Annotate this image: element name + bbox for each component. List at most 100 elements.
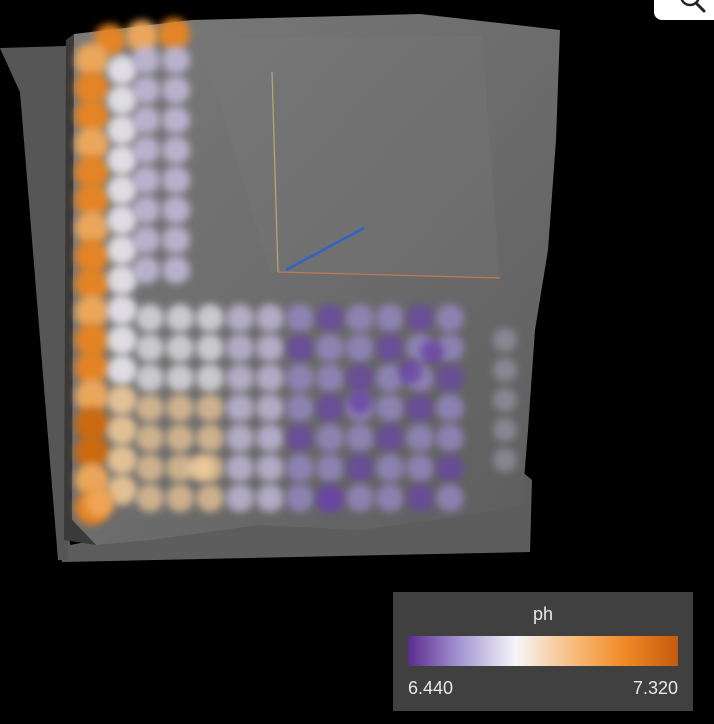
heat-blob [107, 205, 137, 235]
heat-blob [436, 304, 464, 332]
heat-blob [286, 424, 314, 452]
heat-blob [136, 454, 164, 482]
heat-blob [436, 484, 464, 512]
heat-blob [436, 424, 464, 452]
heat-blob [107, 325, 137, 355]
heat-blob [166, 334, 194, 362]
heat-blob [75, 155, 109, 189]
heat-blob [436, 364, 464, 392]
heat-blob [286, 394, 314, 422]
heat-blob [318, 488, 342, 512]
heat-blob [346, 334, 374, 362]
base-plane-left [0, 46, 68, 560]
heat-blob [346, 454, 374, 482]
heat-blob [348, 390, 372, 414]
heat-blob [75, 379, 109, 413]
heat-blob [226, 304, 254, 332]
heat-blob [436, 394, 464, 422]
heat-blob [107, 55, 137, 85]
heat-blob [316, 304, 344, 332]
heat-blob [316, 424, 344, 452]
heat-blob [376, 484, 404, 512]
heat-blob [75, 99, 109, 133]
heat-blob [286, 484, 314, 512]
heat-blob [107, 415, 137, 445]
heat-blob [256, 394, 284, 422]
heat-blob [286, 334, 314, 362]
magnifier-icon [680, 0, 706, 13]
reference-plane [200, 36, 500, 278]
heat-blob [226, 334, 254, 362]
legend-gradient-bar [408, 636, 678, 666]
heat-blob [316, 454, 344, 482]
heat-blob [346, 364, 374, 392]
heat-blob [107, 385, 137, 415]
heat-blob [132, 256, 160, 284]
heat-blob [162, 256, 190, 284]
heat-blob [107, 475, 137, 505]
heat-blob [136, 304, 164, 332]
heat-blob [136, 334, 164, 362]
heat-blob [126, 20, 158, 52]
heat-blob [107, 355, 137, 385]
heat-blob [346, 424, 374, 452]
heat-blob [107, 265, 137, 295]
axis-x-line [277, 271, 501, 279]
heat-blob [132, 46, 160, 74]
heat-blob [75, 435, 109, 469]
heat-blob [136, 394, 164, 422]
heat-blob [162, 136, 190, 164]
heat-blob [226, 424, 254, 452]
heat-blob [286, 364, 314, 392]
heat-blob [107, 115, 137, 145]
heat-blob [196, 394, 224, 422]
heat-blob [493, 358, 517, 382]
heat-blob [286, 454, 314, 482]
heat-blob [132, 226, 160, 254]
heat-blob [162, 196, 190, 224]
heat-blob [256, 484, 284, 512]
heat-blob [162, 46, 190, 74]
heat-blob [162, 106, 190, 134]
heat-blob [166, 304, 194, 332]
ph-heatmap-layer [75, 18, 517, 525]
heat-blob [166, 394, 194, 422]
heat-blob [166, 424, 194, 452]
heat-blob [187, 455, 213, 481]
heat-blob [132, 196, 160, 224]
heat-blob [316, 364, 344, 392]
heat-blob [406, 394, 434, 422]
heat-blob [85, 487, 115, 517]
heat-blob [346, 484, 374, 512]
heat-blob [196, 364, 224, 392]
heat-blob [316, 394, 344, 422]
heat-blob [132, 106, 160, 134]
heat-blob [196, 484, 224, 512]
heat-blob [75, 127, 109, 161]
heat-blob [406, 424, 434, 452]
heat-blob [436, 454, 464, 482]
heat-blob [256, 304, 284, 332]
heat-blob [136, 364, 164, 392]
heat-blob [196, 304, 224, 332]
heat-blob [406, 304, 434, 332]
heat-blob [286, 304, 314, 332]
heat-blob [75, 211, 109, 245]
heat-blob [493, 388, 517, 412]
heat-blob [107, 175, 137, 205]
heat-blob [226, 394, 254, 422]
heat-blob [376, 424, 404, 452]
heat-blob [406, 484, 434, 512]
heat-blob [132, 166, 160, 194]
heat-blob [158, 18, 190, 50]
heat-blob [376, 364, 404, 392]
corner-tool-button[interactable] [654, 0, 714, 20]
heat-blob [75, 407, 109, 441]
heat-blob [346, 304, 374, 332]
color-legend: ph 6.440 7.320 [393, 592, 693, 711]
heat-blob [166, 454, 194, 482]
heat-blob [376, 304, 404, 332]
heat-blob [196, 334, 224, 362]
